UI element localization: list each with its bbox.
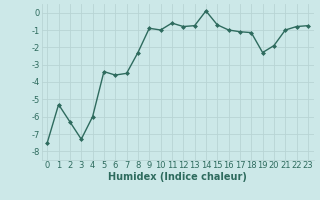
X-axis label: Humidex (Indice chaleur): Humidex (Indice chaleur) xyxy=(108,172,247,182)
